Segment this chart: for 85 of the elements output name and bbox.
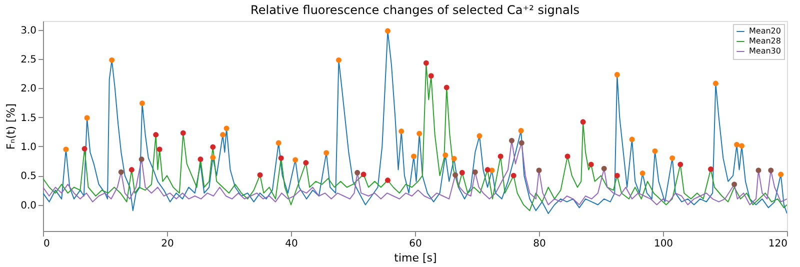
- point: [518, 128, 524, 134]
- x-tick-label: 0: [44, 238, 50, 250]
- y-tick-label: 1.5: [20, 112, 36, 124]
- point: [778, 172, 784, 178]
- point: [536, 168, 542, 174]
- point: [734, 142, 740, 148]
- point: [384, 28, 390, 34]
- point: [652, 148, 658, 154]
- point: [678, 162, 684, 168]
- point: [354, 170, 360, 176]
- point: [84, 115, 90, 121]
- point: [411, 154, 416, 160]
- y-tick-label: 0.5: [20, 171, 36, 182]
- point: [416, 130, 422, 136]
- x-axis-title: time [s]: [394, 252, 437, 264]
- point: [398, 128, 404, 134]
- point: [153, 132, 159, 138]
- point: [442, 152, 448, 158]
- x-tick-label: 100: [654, 238, 674, 250]
- point: [452, 172, 458, 178]
- x-tick-label: 80: [533, 238, 546, 250]
- chart-title: Relative fluorescence changes of selected Ca⁺² signals: [250, 3, 580, 17]
- point: [451, 156, 457, 162]
- point: [476, 133, 482, 139]
- point: [629, 136, 635, 142]
- point: [588, 162, 594, 168]
- y-tick-label: 3.0: [20, 25, 36, 36]
- y-tick-label: 2.0: [20, 84, 36, 95]
- point: [63, 146, 69, 152]
- point: [384, 178, 390, 183]
- legend-label: Mean30: [749, 46, 781, 56]
- point: [156, 146, 162, 152]
- point: [670, 155, 676, 161]
- point: [224, 126, 230, 132]
- point: [756, 168, 762, 174]
- point: [484, 167, 490, 172]
- x-tick-label: 60: [409, 238, 422, 250]
- y-tick-label: 2.5: [20, 54, 36, 66]
- point: [210, 144, 216, 150]
- point: [614, 72, 620, 78]
- point: [444, 84, 450, 90]
- point: [739, 143, 744, 149]
- y-axis-title: Fₙ(t) [%]: [4, 103, 18, 150]
- point: [601, 166, 607, 172]
- point: [82, 146, 88, 152]
- point: [518, 140, 524, 146]
- point: [276, 140, 282, 146]
- point: [459, 170, 465, 176]
- point: [324, 150, 330, 156]
- point: [292, 157, 298, 163]
- point: [139, 100, 145, 106]
- x-tick-label: 20: [161, 238, 174, 250]
- point: [614, 172, 620, 178]
- point: [118, 169, 124, 175]
- point: [198, 156, 204, 162]
- point: [510, 172, 516, 178]
- point: [712, 80, 718, 86]
- y-tick-label: 0.0: [20, 200, 36, 212]
- point: [580, 119, 586, 125]
- point: [128, 167, 134, 172]
- point: [180, 130, 186, 136]
- y-tick-label: 1.0: [20, 142, 36, 153]
- x-tick-label: 40: [285, 238, 298, 250]
- x-tick-label: 120: [768, 238, 788, 250]
- point: [732, 182, 738, 188]
- point: [257, 172, 263, 178]
- point: [336, 57, 342, 63]
- point: [220, 132, 226, 138]
- point: [498, 154, 504, 160]
- point: [708, 166, 714, 172]
- point: [360, 172, 366, 178]
- point: [768, 168, 774, 174]
- point: [303, 160, 309, 166]
- point: [423, 60, 429, 66]
- point: [640, 170, 646, 176]
- point: [278, 155, 284, 161]
- point: [138, 156, 144, 162]
- legend-label: Mean20: [749, 26, 781, 36]
- legend-label: Mean28: [749, 36, 781, 46]
- point: [564, 154, 570, 160]
- point: [508, 138, 514, 144]
- point: [428, 73, 434, 79]
- point: [109, 57, 115, 63]
- point: [210, 154, 216, 160]
- point: [472, 169, 478, 175]
